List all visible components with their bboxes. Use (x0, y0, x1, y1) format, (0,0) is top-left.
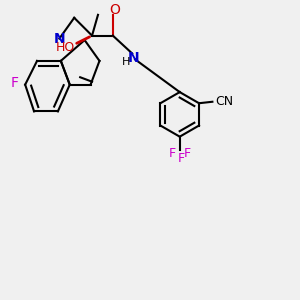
Text: O: O (109, 3, 120, 17)
Text: F: F (169, 146, 176, 160)
Text: F: F (178, 152, 185, 165)
Text: F: F (184, 146, 191, 160)
Text: F: F (11, 76, 19, 90)
Text: HO: HO (56, 41, 75, 54)
Text: N: N (128, 51, 140, 65)
Text: CN: CN (215, 95, 233, 108)
Text: N: N (53, 32, 65, 46)
Text: H: H (122, 57, 130, 68)
